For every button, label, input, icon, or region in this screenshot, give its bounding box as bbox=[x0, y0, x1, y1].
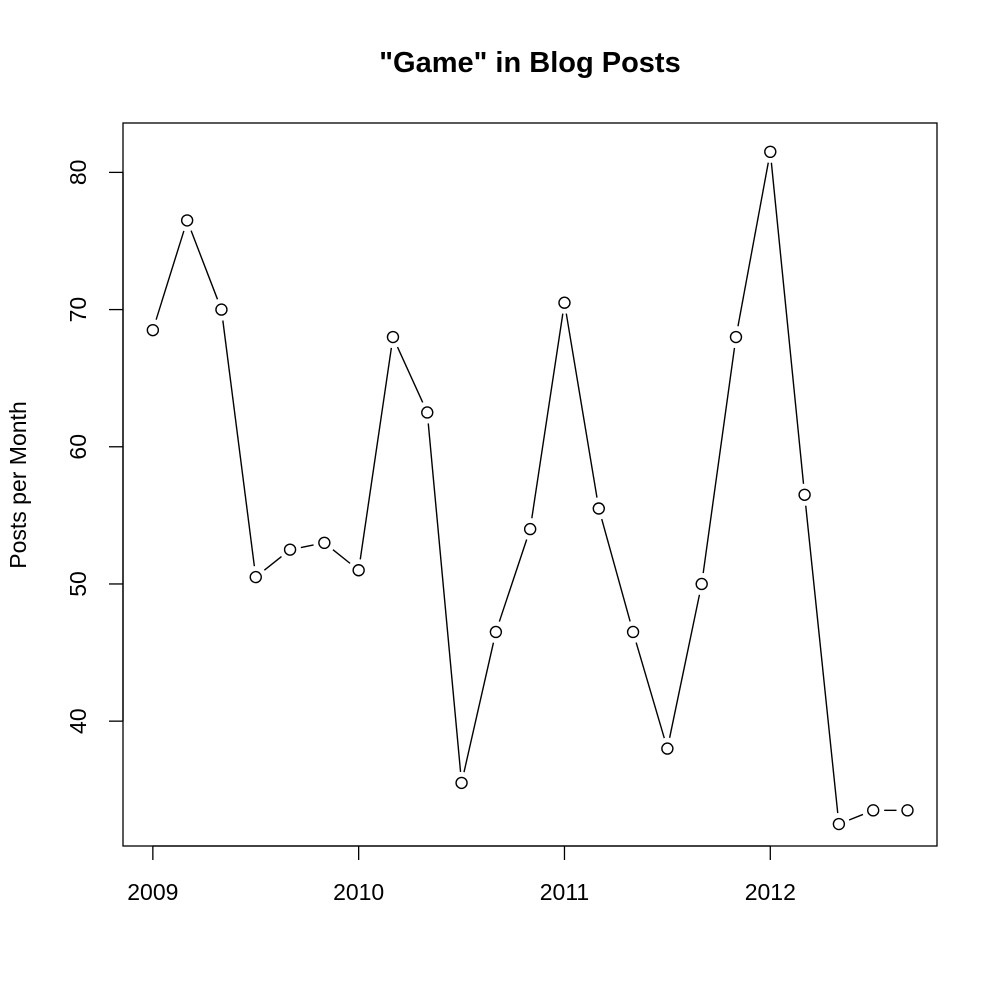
data-point bbox=[489, 625, 503, 639]
data-point bbox=[866, 804, 880, 817]
series-line-segment bbox=[702, 347, 736, 574]
series-line-segment bbox=[263, 555, 282, 571]
data-point bbox=[764, 145, 777, 159]
series-line-segment bbox=[190, 230, 219, 300]
series-line-segment bbox=[359, 347, 393, 560]
data-point bbox=[249, 570, 262, 584]
data-point bbox=[626, 625, 640, 639]
data-point bbox=[421, 406, 434, 419]
y-tick-label: 40 bbox=[65, 708, 91, 734]
data-point bbox=[146, 323, 160, 337]
y-tick-label: 80 bbox=[65, 160, 91, 186]
data-point bbox=[523, 522, 537, 536]
data-point bbox=[318, 536, 331, 550]
series-line-segment bbox=[463, 642, 495, 773]
x-tick-label: 2011 bbox=[540, 879, 589, 905]
series-line-segment bbox=[635, 642, 665, 739]
data-point bbox=[592, 502, 605, 515]
x-tick-label: 2012 bbox=[745, 879, 796, 905]
series-line-segment bbox=[668, 594, 701, 738]
data-point bbox=[695, 577, 708, 591]
y-axis-label: Posts per Month bbox=[5, 401, 31, 568]
x-tick-label: 2010 bbox=[333, 879, 384, 905]
series-line-segment bbox=[222, 320, 256, 567]
data-point bbox=[386, 330, 400, 344]
data-point bbox=[798, 488, 811, 501]
series-line-segment bbox=[805, 505, 839, 814]
data-point bbox=[901, 804, 914, 817]
plot-frame bbox=[122, 122, 938, 847]
series-line-segment bbox=[565, 313, 598, 498]
series-line-segment bbox=[737, 162, 769, 327]
series-line-segment bbox=[601, 518, 631, 622]
y-tick-label: 70 bbox=[65, 297, 91, 323]
series-line-segment bbox=[531, 313, 564, 519]
data-point bbox=[283, 543, 297, 556]
x-axis: 2009 2010 2011 2012 bbox=[127, 845, 796, 905]
series-line-segment bbox=[155, 230, 185, 320]
y-tick-label: 60 bbox=[65, 434, 91, 460]
series-line-segment bbox=[396, 346, 424, 403]
series-line-segment bbox=[300, 544, 314, 549]
series-group bbox=[146, 145, 914, 831]
y-tick-label: 50 bbox=[65, 571, 91, 597]
data-point bbox=[352, 564, 365, 577]
series-line-segment bbox=[770, 162, 805, 484]
x-tick-label: 2009 bbox=[127, 879, 178, 905]
data-point bbox=[455, 776, 468, 790]
data-point bbox=[729, 330, 743, 344]
data-point bbox=[180, 214, 194, 227]
series-line-segment bbox=[332, 549, 351, 564]
data-point bbox=[661, 742, 674, 755]
chart-title: "Game" in Blog Posts bbox=[379, 47, 680, 79]
data-point bbox=[832, 817, 846, 831]
series-line-segment bbox=[427, 423, 462, 773]
series-line-segment bbox=[848, 813, 864, 821]
y-axis: 40 50 60 70 80 bbox=[65, 160, 124, 734]
data-point bbox=[215, 303, 228, 316]
series-line-segment bbox=[498, 539, 528, 622]
data-point bbox=[558, 296, 571, 309]
